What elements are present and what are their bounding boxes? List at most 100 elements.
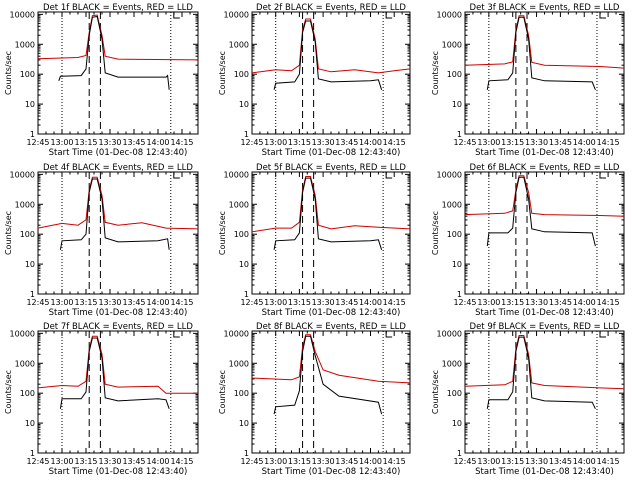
interval-bracket	[599, 12, 606, 19]
x-tick-label: 13:45	[549, 138, 572, 147]
x-tick-label: 13:30	[525, 457, 548, 466]
series-line	[273, 177, 383, 250]
y-tick-label: 10	[239, 260, 249, 269]
y-tick-label: 1000	[442, 359, 462, 368]
y-tick-label: 10000	[224, 170, 249, 179]
y-tick-label: 100	[234, 70, 249, 79]
panel-title: Det 1f BLACK = Events, RED = LLD	[43, 3, 193, 13]
detector-panel: 1 10 100 1000 10000 12:45 13:00 13:15 13:30 13:45…	[218, 322, 411, 477]
x-tick-label: 13:30	[525, 298, 548, 307]
y-tick-label: 100	[234, 389, 249, 398]
series-line	[37, 14, 199, 61]
x-tick-label: 14:00	[573, 298, 596, 307]
x-tick-label: 13:30	[98, 298, 121, 307]
x-tick-label: 12:45	[453, 138, 476, 147]
y-tick-label: 100	[20, 230, 35, 239]
series-line	[251, 18, 411, 74]
x-axis-label: Start Time (01-Dec-08 12:43:40)	[262, 148, 401, 158]
y-tick-label: 10	[25, 419, 35, 428]
y-tick-label: 10000	[10, 329, 35, 338]
x-tick-label: 14:15	[383, 138, 406, 147]
y-axis-label: Counts/sec	[218, 51, 227, 95]
panel-title: Det 9f BLACK = Events, RED = LLD	[470, 322, 620, 332]
y-tick-label: 10	[25, 100, 35, 109]
x-tick-label: 13:00	[477, 457, 500, 466]
interval-bracket	[173, 12, 180, 19]
y-tick-label: 1	[244, 130, 249, 139]
series-line	[464, 175, 625, 217]
interval-bracket	[385, 12, 393, 19]
x-tick-label: 13:00	[264, 138, 287, 147]
y-tick-label: 10	[25, 260, 35, 269]
series-line	[251, 176, 411, 233]
interval-bracket	[173, 172, 180, 179]
x-tick-label: 12:45	[26, 138, 49, 147]
x-tick-label: 13:30	[312, 138, 335, 147]
series-line	[37, 335, 198, 394]
x-tick-label: 13:15	[501, 138, 524, 147]
y-tick-label: 1	[244, 290, 249, 299]
detector-panel: 1 10 100 1000 10000 12:45 13:00 13:15 13:30 13:45…	[431, 322, 625, 477]
y-tick-label: 1000	[229, 200, 249, 209]
series-line	[486, 176, 596, 247]
x-tick-label: 14:00	[146, 138, 169, 147]
x-tick-label: 13:30	[312, 298, 335, 307]
y-tick-label: 100	[20, 70, 35, 79]
x-tick-label: 12:45	[240, 298, 263, 307]
x-tick-label: 13:00	[477, 138, 500, 147]
x-axis-label: Start Time (01-Dec-08 12:43:40)	[49, 308, 188, 318]
x-tick-label: 13:30	[98, 457, 121, 466]
y-axis-label: Counts/sec	[4, 370, 13, 414]
y-tick-label: 1	[30, 290, 35, 299]
y-tick-label: 10	[452, 419, 462, 428]
y-axis-label: Counts/sec	[4, 51, 13, 95]
detector-panel: 1 10 100 1000 10000 12:45 13:00 13:15 13:30 13:45…	[4, 322, 199, 477]
detector-panel: 1 10 100 1000 10000 12:45 13:00 13:15 13:30 13:45…	[4, 163, 199, 318]
detector-panel: 1 10 100 1000 10000 12:45 13:00 13:15 13:30 13:45…	[431, 3, 625, 158]
y-tick-label: 100	[234, 230, 249, 239]
x-tick-label: 13:15	[74, 138, 97, 147]
y-tick-label: 1000	[15, 359, 35, 368]
x-tick-label: 14:15	[170, 138, 193, 147]
panel-title: Det 7f BLACK = Events, RED = LLD	[43, 322, 193, 332]
x-tick-label: 13:15	[288, 138, 311, 147]
detector-panel: 1 10 100 1000 10000 12:45 13:00 13:15 13:30 13:45…	[218, 163, 411, 318]
panel-title: Det 8f BLACK = Events, RED = LLD	[256, 322, 406, 332]
x-tick-label: 13:00	[50, 457, 73, 466]
x-tick-label: 14:00	[573, 138, 596, 147]
series-line	[251, 334, 411, 384]
x-tick-label: 13:45	[122, 138, 145, 147]
interval-bracket	[173, 331, 180, 338]
panel-title: Det 3f BLACK = Events, RED = LLD	[470, 3, 620, 13]
x-tick-label: 14:15	[383, 298, 406, 307]
y-tick-label: 1	[457, 290, 462, 299]
y-axis-label: Counts/sec	[218, 370, 227, 414]
y-tick-label: 100	[447, 70, 462, 79]
series-line	[486, 16, 596, 90]
x-tick-label: 14:00	[573, 457, 596, 466]
x-tick-label: 12:45	[453, 298, 476, 307]
x-tick-label: 13:30	[525, 138, 548, 147]
x-tick-label: 14:00	[359, 138, 382, 147]
y-tick-label: 10000	[437, 10, 462, 19]
x-tick-label: 13:00	[477, 298, 500, 307]
x-tick-label: 14:00	[359, 298, 382, 307]
y-tick-label: 10000	[437, 329, 462, 338]
x-tick-label: 13:00	[264, 457, 287, 466]
x-tick-label: 13:15	[501, 457, 524, 466]
panel-title: Det 2f BLACK = Events, RED = LLD	[256, 3, 406, 13]
x-axis-label: Start Time (01-Dec-08 12:43:40)	[262, 308, 401, 318]
x-axis-label: Start Time (01-Dec-08 12:43:40)	[262, 467, 401, 477]
y-axis-label: Counts/sec	[431, 51, 440, 95]
interval-bracket	[385, 331, 393, 338]
x-tick-label: 12:45	[453, 457, 476, 466]
interval-bracket	[599, 172, 606, 179]
y-tick-label: 100	[447, 389, 462, 398]
series-line	[59, 178, 170, 250]
detector-panel: 1 10 100 1000 10000 12:45 13:00 13:15 13:30 13:45…	[4, 3, 199, 158]
y-tick-label: 10	[452, 260, 462, 269]
y-tick-label: 10	[239, 100, 249, 109]
y-tick-label: 1	[30, 130, 35, 139]
x-tick-label: 13:45	[549, 457, 572, 466]
x-tick-label: 12:45	[240, 138, 263, 147]
